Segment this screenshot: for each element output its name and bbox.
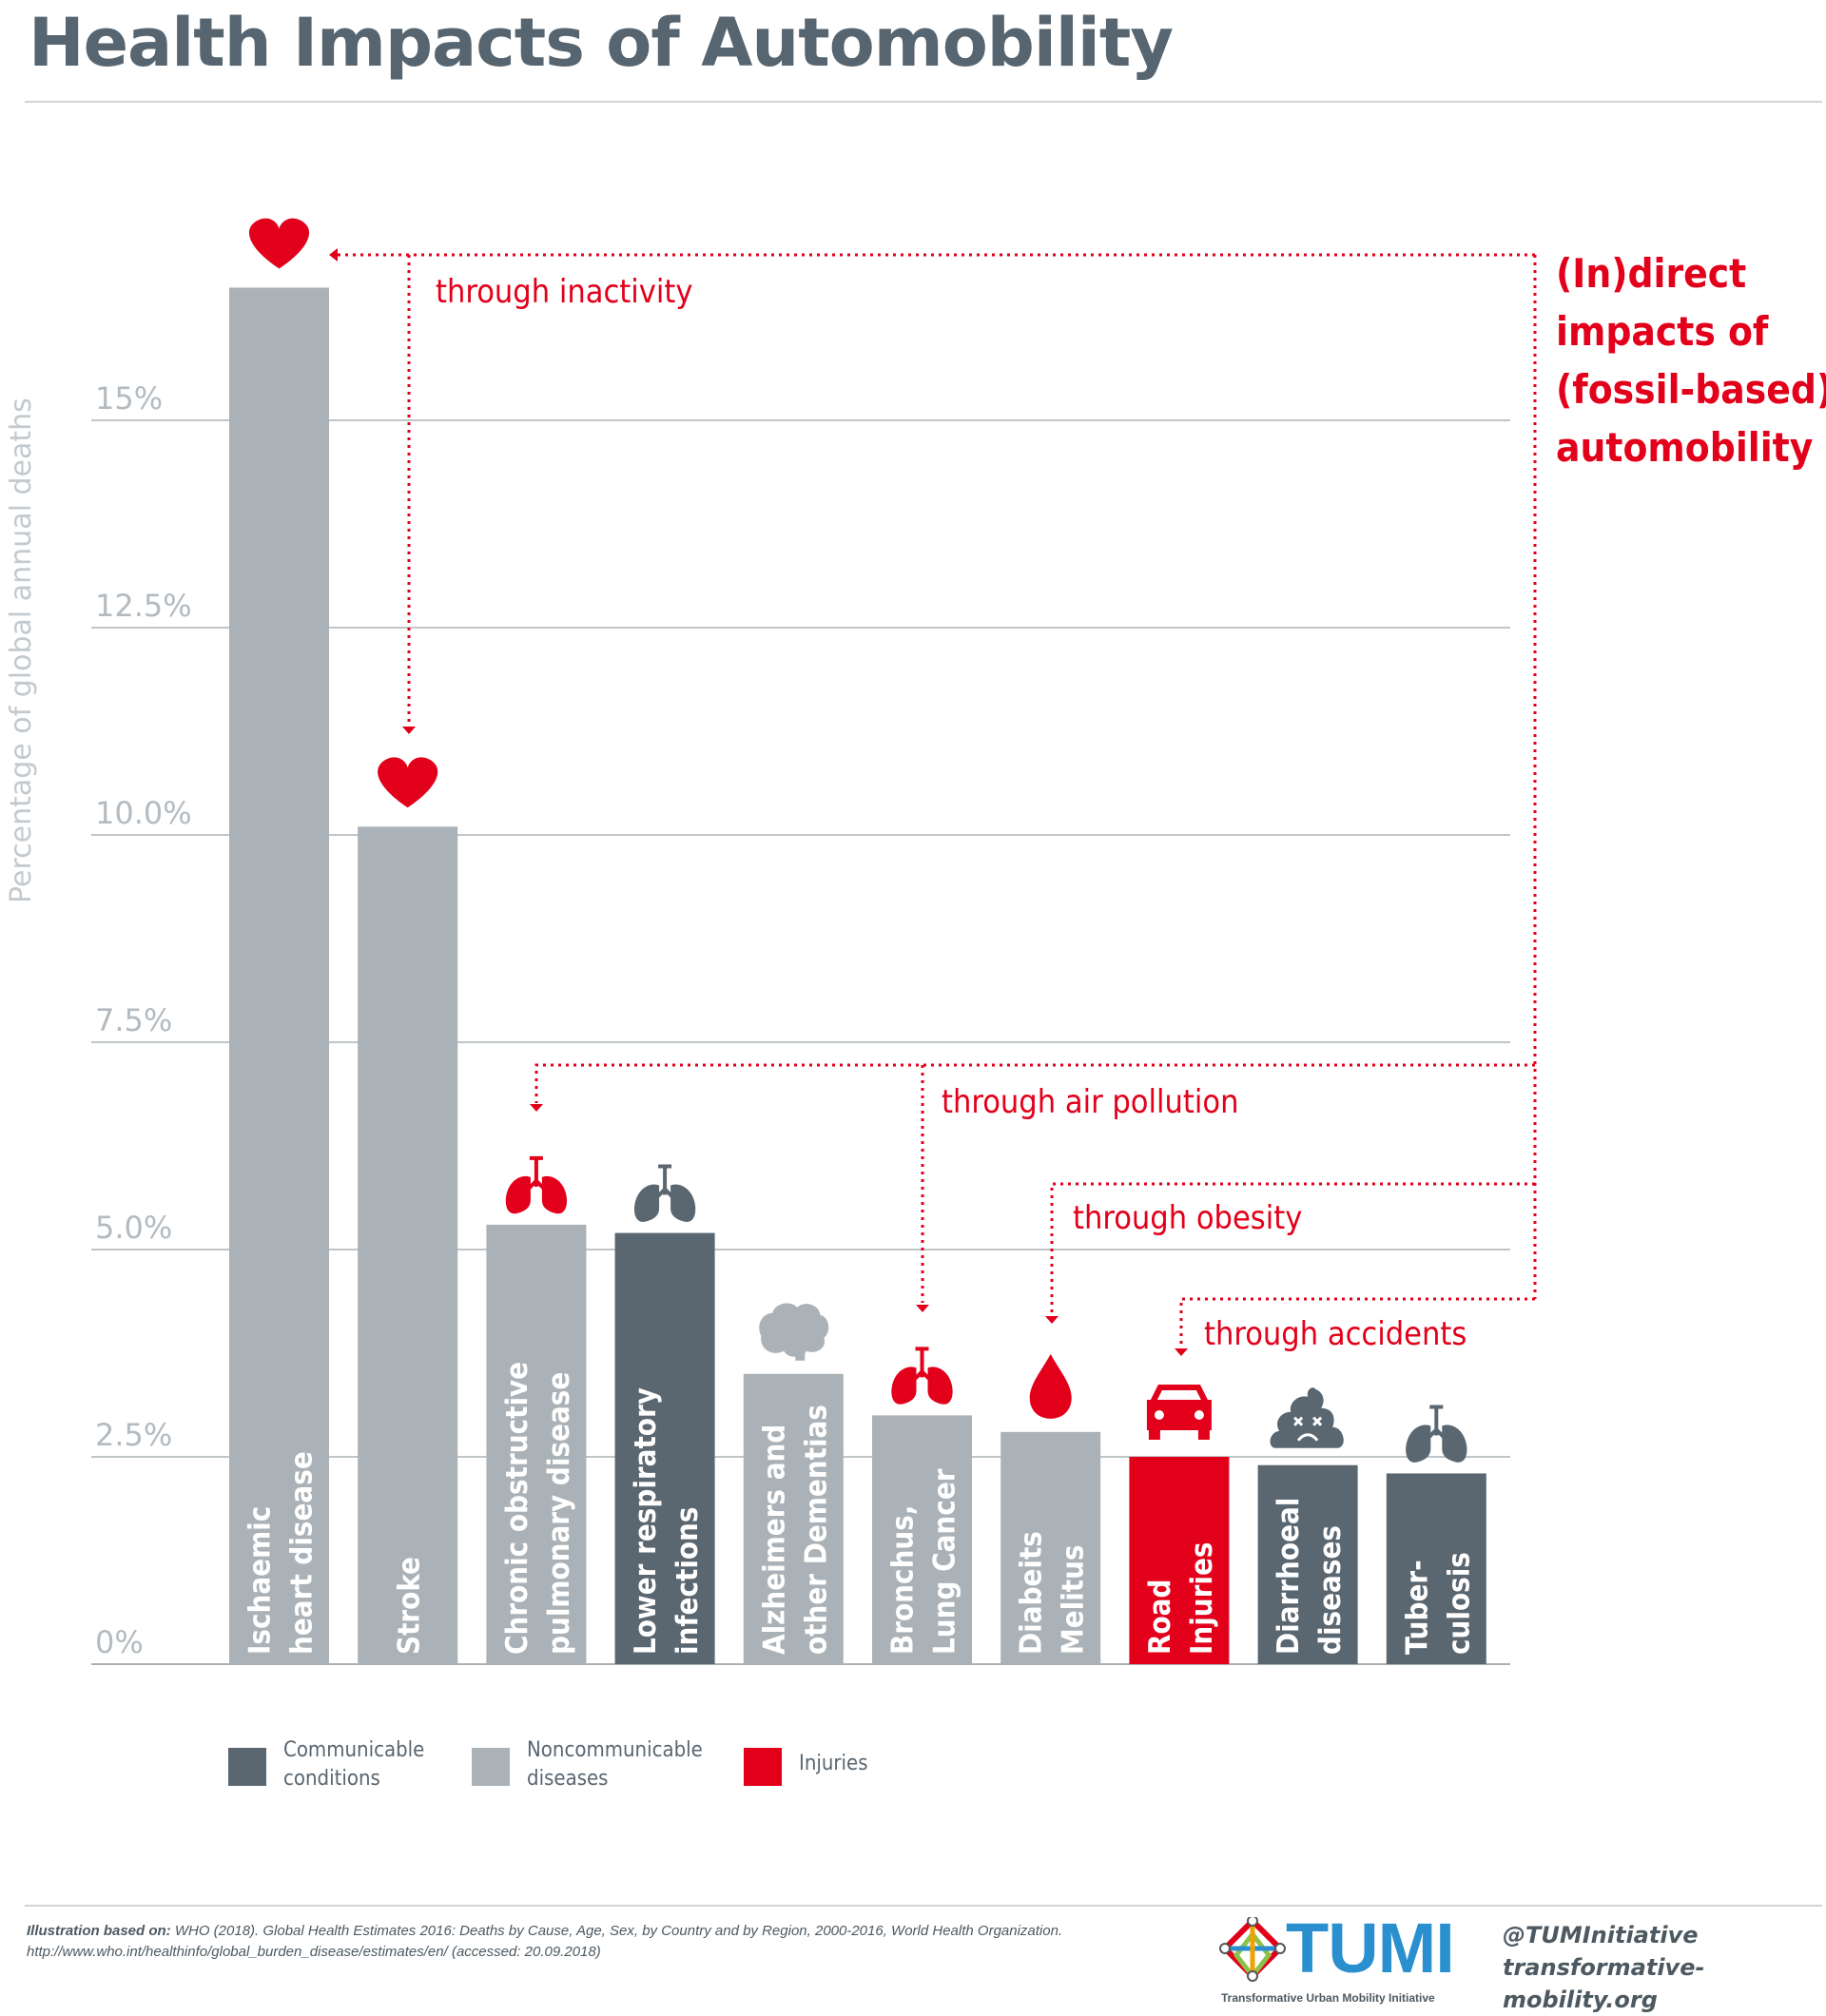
bar — [1000, 1431, 1101, 1664]
annotation-obesity: through obesity — [1073, 1199, 1302, 1237]
tumi-logo[interactable]: TUMI Transformative Urban Mobility Initi… — [1219, 1909, 1467, 2006]
website-link[interactable]: transformative-mobility.org — [1503, 1954, 1705, 2013]
bar — [1386, 1473, 1486, 1664]
annotation-headline: automobility — [1556, 424, 1813, 471]
bar — [614, 1232, 715, 1664]
lungs-icon — [1406, 1405, 1467, 1463]
annotation-headline: (In)direct — [1556, 250, 1746, 297]
bar-chart: 0% 2.5% 5.0% 7.5% 10.0% 12.5% 15% Percentage of… — [5, 218, 1826, 1665]
y-tick-label: 0% — [95, 1624, 144, 1660]
y-tick-label: 2.5% — [95, 1417, 172, 1453]
bar-label: Tuber- — [1400, 1560, 1434, 1655]
arrow-head — [530, 1104, 543, 1112]
bar-label: Melitus — [1057, 1544, 1091, 1655]
bar-label: Road — [1143, 1580, 1177, 1655]
legend-label-communicable: Communicable conditions — [283, 1738, 425, 1791]
source-note: Illustration based on: WHO (2018). Globa… — [27, 1921, 1206, 1963]
heart-icon — [248, 218, 310, 269]
logo-wordmark: TUMI — [1286, 1909, 1455, 1987]
arrow-head — [1045, 1316, 1059, 1324]
arrow-head — [329, 248, 338, 262]
annotation-inactivity: through inactivity — [436, 273, 692, 311]
title-divider — [25, 101, 1822, 103]
contact-handles: @TUMInitiative transformative-mobility.o… — [1503, 1919, 1816, 2016]
bar-label: Bronchus, — [886, 1505, 921, 1655]
bar-label: Stroke — [393, 1557, 427, 1655]
annotation-headline: (fossil-based) — [1556, 366, 1826, 413]
source-url: http://www.who.int/healthinfo/global_bur… — [27, 1944, 601, 1960]
bar-label: culosis — [1442, 1552, 1476, 1655]
heart-icon — [378, 757, 438, 808]
bar-label: Diabeits — [1015, 1531, 1049, 1655]
arrow-head — [1175, 1348, 1188, 1356]
bar — [1129, 1457, 1230, 1664]
bar-label: Lower respiratory — [629, 1387, 663, 1655]
legend-label-noncommunicable: Noncommunicable diseases — [527, 1738, 703, 1791]
y-tick-label: 5.0% — [95, 1210, 172, 1246]
bar-label: infections — [670, 1507, 705, 1656]
source-citation: WHO (2018). Global Health Estimates 2016… — [170, 1923, 1063, 1939]
bar-label: Lung Cancer — [928, 1468, 962, 1655]
legend-swatch-injuries — [744, 1748, 782, 1786]
brain-icon — [759, 1303, 829, 1361]
drop-icon — [1029, 1353, 1072, 1419]
bar — [743, 1373, 844, 1664]
y-tick-label: 12.5% — [95, 588, 192, 624]
bar-label: pulmonary disease — [542, 1372, 576, 1655]
bar-label: Ischaemic — [243, 1506, 278, 1655]
page-title: Health Impacts of Automobility — [29, 4, 1174, 82]
y-axis-label: Percentage of global annual deaths — [5, 397, 38, 903]
tumi-logo-icon — [1219, 1917, 1286, 1982]
y-tick-label: 10.0% — [95, 795, 192, 831]
legend-swatch-noncommunicable — [472, 1748, 510, 1786]
bar — [358, 826, 458, 1664]
annotation-connector — [534, 1063, 1535, 1103]
annotation-accidents: through accidents — [1204, 1315, 1467, 1353]
bar — [229, 287, 329, 1665]
bar-label: Chronic obstructive — [500, 1362, 534, 1655]
annotation-air-pollution: through air pollution — [942, 1083, 1238, 1121]
bar-label: Alzheimers and — [757, 1425, 791, 1655]
annotation-headline: impacts of — [1556, 308, 1769, 355]
lungs-icon — [633, 1164, 696, 1222]
car-icon — [1146, 1385, 1212, 1440]
bar-label: Injuries — [1185, 1542, 1219, 1655]
bar-label: diseases — [1313, 1525, 1348, 1655]
footer-divider — [25, 1905, 1822, 1907]
arrow-head — [916, 1305, 929, 1312]
y-tick-label: 7.5% — [95, 1002, 172, 1038]
twitter-handle[interactable]: @TUMInitiative — [1503, 1922, 1699, 1948]
source-label: Illustration based on: — [27, 1923, 171, 1939]
arrow-head — [402, 727, 416, 734]
legend: Communicable conditions Noncommunicable di… — [228, 1736, 1179, 1803]
logo-subtitle: Transformative Urban Mobility Initiative — [1221, 1991, 1435, 2005]
bar-label: Diarrhoeal — [1272, 1498, 1306, 1655]
bar-label: heart disease — [285, 1451, 320, 1655]
legend-label-injuries: Injuries — [799, 1752, 868, 1775]
poop-icon — [1270, 1387, 1344, 1448]
annotation-connector — [1050, 1182, 1535, 1314]
bar-label: other Dementias — [799, 1405, 833, 1655]
bar — [1257, 1464, 1358, 1664]
y-tick-label: 15% — [95, 380, 163, 417]
lungs-icon — [505, 1155, 568, 1214]
bar — [872, 1415, 972, 1664]
legend-swatch-communicable — [228, 1748, 266, 1786]
lungs-icon — [891, 1347, 953, 1405]
bar — [486, 1224, 587, 1664]
